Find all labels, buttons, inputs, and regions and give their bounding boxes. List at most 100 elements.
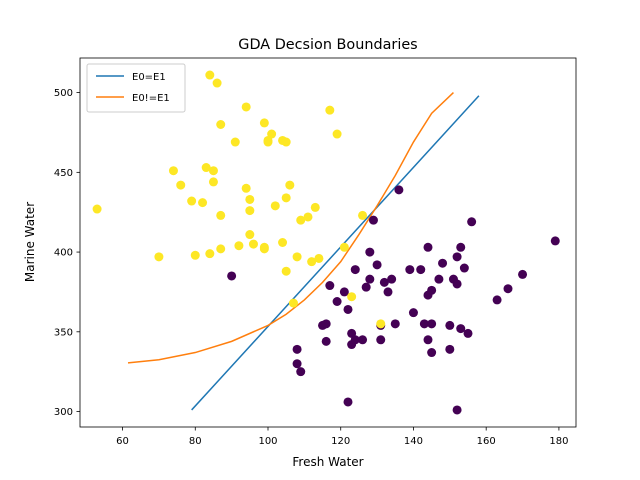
scatter-points: [92, 70, 560, 415]
x-tick-label: 140: [404, 436, 423, 447]
data-point-class-0: [416, 265, 426, 275]
boundary-lines: [127, 92, 480, 411]
data-point-class-0: [434, 274, 444, 284]
data-point-class-1: [92, 204, 102, 214]
data-point-class-1: [248, 239, 258, 249]
data-point-class-1: [292, 252, 302, 262]
data-point-class-1: [187, 196, 197, 206]
data-point-class-1: [205, 70, 215, 80]
data-point-class-0: [350, 335, 360, 345]
data-point-class-0: [427, 285, 437, 295]
legend: E0=E1 E0!=E1: [86, 63, 186, 113]
y-axis-ticks: 300 350 400 450 500: [54, 88, 80, 418]
data-point-class-1: [332, 129, 342, 139]
data-point-class-0: [325, 281, 335, 291]
data-point-class-0: [361, 282, 371, 292]
data-point-class-1: [205, 249, 215, 259]
data-point-class-0: [445, 320, 455, 330]
data-point-class-1: [288, 298, 298, 308]
data-point-class-1: [176, 180, 186, 190]
data-point-class-0: [419, 319, 429, 329]
data-point-class-1: [198, 198, 208, 208]
data-point-class-1: [259, 244, 269, 254]
data-point-class-1: [234, 241, 244, 251]
data-point-class-1: [263, 137, 273, 147]
data-point-class-0: [550, 236, 560, 246]
data-point-class-1: [270, 201, 280, 211]
y-tick-label: 350: [54, 327, 73, 338]
data-point-class-1: [216, 244, 226, 254]
data-point-class-1: [376, 319, 386, 329]
data-point-class-0: [358, 335, 368, 345]
data-point-class-1: [245, 230, 255, 240]
data-point-class-0: [445, 344, 455, 354]
y-tick-label: 450: [54, 168, 73, 179]
legend-label-e0-neq-e1: E0!=E1: [132, 93, 170, 104]
data-point-class-0: [456, 242, 466, 252]
boundary-line-e0-eq-e1: [191, 95, 480, 411]
data-point-class-0: [376, 335, 386, 345]
data-point-class-0: [463, 328, 473, 338]
data-point-class-1: [241, 183, 251, 193]
data-point-class-1: [168, 166, 178, 176]
data-point-class-0: [292, 359, 302, 369]
data-point-class-0: [292, 344, 302, 354]
data-point-class-1: [230, 137, 240, 147]
data-point-class-0: [438, 258, 448, 268]
data-point-class-1: [281, 137, 291, 147]
data-point-class-0: [423, 242, 433, 252]
data-point-class-0: [408, 308, 418, 318]
x-tick-label: 60: [116, 436, 129, 447]
data-point-class-0: [394, 185, 404, 195]
x-tick-label: 80: [189, 436, 202, 447]
data-point-class-0: [452, 405, 462, 415]
data-point-class-1: [358, 210, 368, 220]
data-point-class-1: [278, 238, 288, 247]
data-point-class-0: [459, 263, 469, 273]
x-tick-label: 180: [549, 436, 568, 447]
y-axis-label: Marine Water: [23, 202, 37, 282]
data-point-class-0: [343, 304, 353, 314]
axes-frame: [79, 57, 577, 428]
data-point-class-0: [405, 265, 415, 275]
data-point-class-1: [281, 266, 291, 276]
x-tick-label: 100: [258, 436, 277, 447]
data-point-class-0: [227, 271, 237, 281]
legend-label-e0-eq-e1: E0=E1: [132, 72, 166, 83]
data-point-class-0: [372, 260, 382, 270]
data-point-class-1: [216, 120, 226, 129]
data-point-class-1: [325, 105, 335, 115]
data-point-class-1: [208, 177, 218, 187]
data-point-class-0: [350, 265, 360, 275]
data-point-class-0: [492, 295, 502, 305]
data-point-class-1: [154, 252, 164, 262]
data-point-class-0: [456, 324, 466, 334]
data-point-class-0: [427, 348, 437, 358]
data-point-class-1: [303, 212, 313, 222]
data-point-class-1: [347, 292, 357, 302]
data-point-class-1: [310, 202, 320, 212]
data-point-class-1: [296, 215, 306, 225]
data-point-class-0: [452, 252, 462, 262]
data-point-class-0: [390, 319, 400, 329]
data-point-class-1: [259, 118, 269, 128]
data-point-class-0: [467, 217, 477, 227]
x-tick-label: 120: [331, 436, 350, 447]
data-point-class-0: [368, 215, 378, 225]
data-point-class-1: [267, 129, 277, 139]
data-point-class-1: [201, 163, 211, 173]
data-point-class-0: [365, 274, 375, 284]
data-point-class-1: [314, 253, 324, 263]
data-point-class-1: [339, 242, 349, 252]
data-point-class-0: [343, 397, 353, 407]
data-point-class-0: [296, 367, 306, 377]
data-point-class-1: [212, 78, 222, 88]
data-point-class-0: [365, 247, 375, 257]
data-point-class-1: [216, 210, 226, 220]
data-point-class-1: [245, 206, 255, 216]
plot-area: [79, 57, 577, 428]
data-point-class-1: [307, 257, 317, 267]
data-point-class-0: [423, 335, 433, 345]
x-axis-ticks: 60 80 100 120 140 160 180: [116, 427, 568, 447]
